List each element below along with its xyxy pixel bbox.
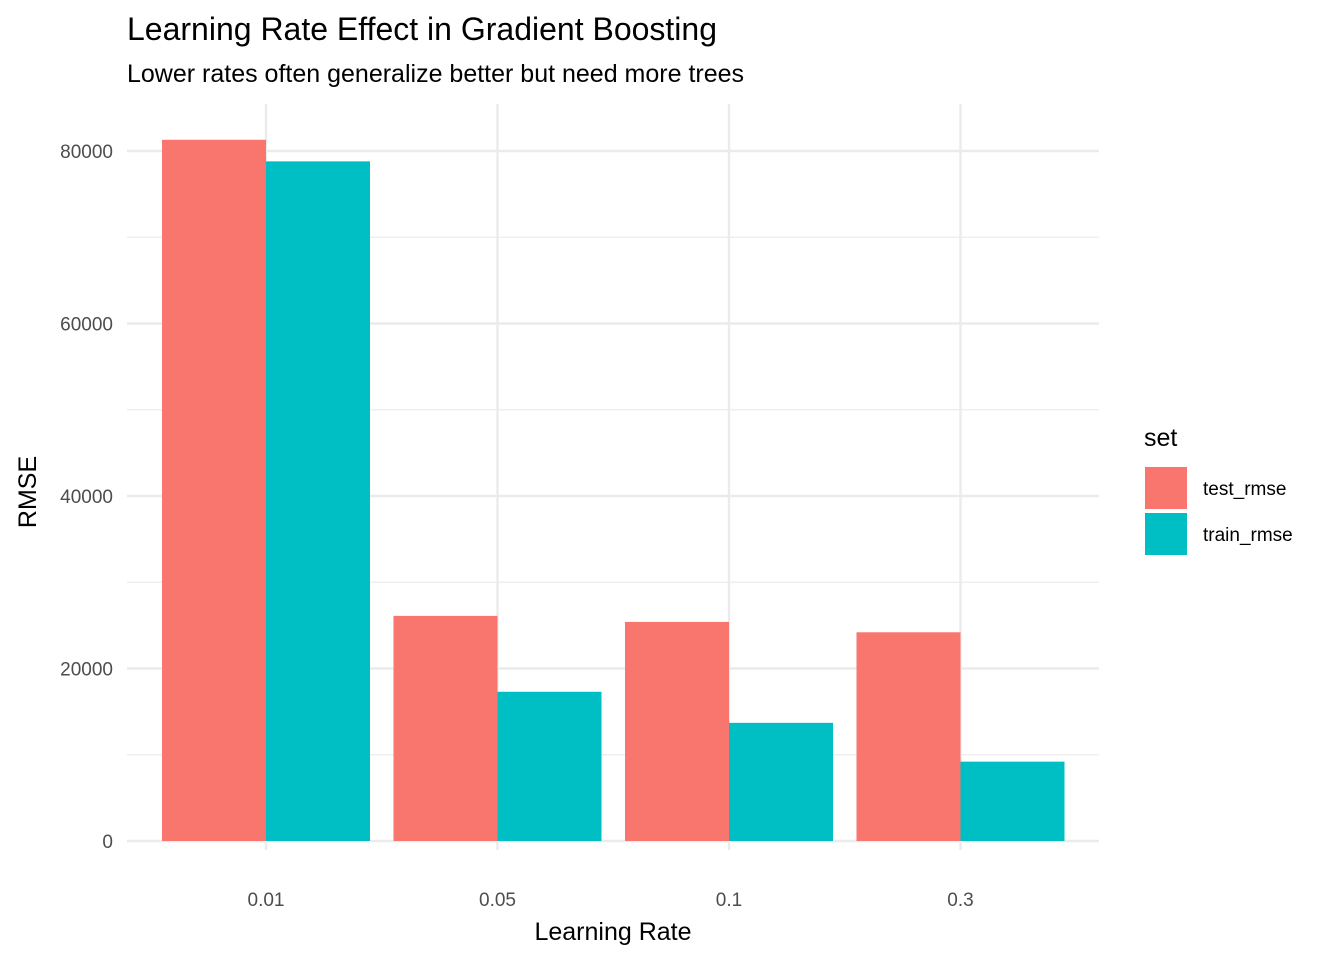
y-tick-label: 0 <box>102 832 113 853</box>
legend-label-train_rmse: train_rmse <box>1203 525 1293 546</box>
legend-key-test_rmse <box>1145 467 1187 509</box>
legend-label-test_rmse: test_rmse <box>1203 479 1286 500</box>
y-axis-title: RMSE <box>14 456 42 528</box>
y-tick-label: 20000 <box>60 660 113 681</box>
bars <box>162 139 1065 842</box>
bar-test_rmse-0.05 <box>393 615 498 841</box>
y-tick-label: 60000 <box>60 315 113 336</box>
bar-test_rmse-0.01 <box>162 139 266 842</box>
x-axis-title: Learning Rate <box>534 918 691 946</box>
bar-train_rmse-0.1 <box>729 722 833 841</box>
legend: set test_rmse train_rmse <box>1144 424 1293 555</box>
bar-train_rmse-0.01 <box>266 161 370 842</box>
legend-title: set <box>1144 424 1177 452</box>
bar-train_rmse-0.05 <box>497 691 602 841</box>
y-tick-label: 80000 <box>60 142 113 163</box>
bar-train_rmse-0.3 <box>960 761 1065 841</box>
x-tick-label: 0.3 <box>947 890 973 911</box>
x-axis-ticks: 0.01 0.05 0.1 0.3 <box>248 890 974 911</box>
y-tick-label: 40000 <box>60 487 113 508</box>
legend-key-train_rmse <box>1145 513 1187 555</box>
chart-subtitle: Lower rates often generalize better but … <box>127 60 744 88</box>
bar-test_rmse-0.3 <box>856 632 961 841</box>
bar-test_rmse-0.1 <box>625 621 729 841</box>
y-axis-ticks: 0 20000 40000 60000 80000 <box>60 142 113 853</box>
x-tick-label: 0.01 <box>248 890 285 911</box>
x-tick-label: 0.1 <box>716 890 742 911</box>
x-tick-label: 0.05 <box>479 890 516 911</box>
chart-title: Learning Rate Effect in Gradient Boostin… <box>127 11 717 47</box>
